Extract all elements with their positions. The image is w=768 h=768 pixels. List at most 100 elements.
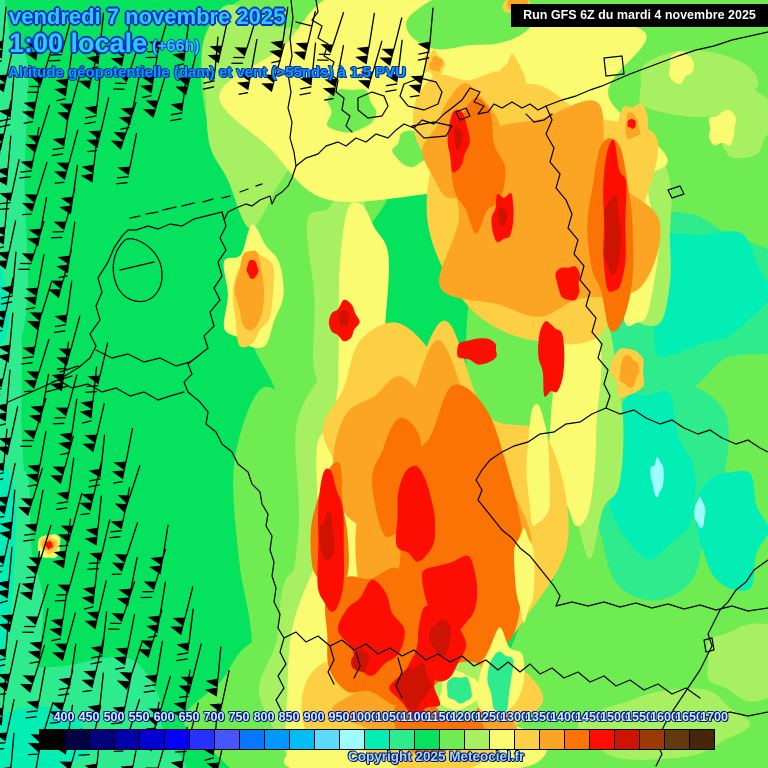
legend-cell — [239, 729, 265, 750]
wind-barb-icon — [0, 463, 16, 519]
wind-barb-icon — [140, 41, 160, 99]
forecast-date: vendredi 7 novembre 2025 — [9, 4, 286, 29]
wind-barb-icon — [21, 312, 42, 365]
wind-barb-icon — [23, 338, 50, 393]
legend-value-label: 650 — [178, 710, 200, 724]
wind-barb-icon — [408, 42, 431, 98]
wind-barb-icon — [79, 460, 103, 516]
wind-barb-icon — [110, 16, 132, 67]
wind-barb-icon — [0, 369, 11, 427]
forecast-offset: (+66h) — [152, 38, 200, 55]
wind-barb-icon — [50, 188, 76, 239]
wind-barb-icon — [202, 36, 219, 90]
wind-barb-icon — [170, 586, 194, 636]
wind-barb-icon — [207, 14, 230, 64]
border-ch-at — [283, 631, 701, 699]
wind-barb-icon — [55, 457, 75, 511]
wind-barb-icon — [261, 43, 285, 93]
legend-cell — [89, 729, 115, 750]
wind-barb-icon — [23, 253, 45, 310]
wind-barb-icon — [19, 550, 41, 601]
wind-barb-icon — [78, 40, 101, 90]
wind-barb-icon — [17, 467, 44, 516]
wind-barb-icon — [140, 548, 167, 599]
legend-cell — [389, 729, 415, 750]
wind-barb-icon — [50, 341, 70, 392]
legend-cell — [639, 729, 665, 750]
wind-barb-icon — [53, 280, 73, 334]
legend-cell — [664, 729, 690, 750]
wind-barb-icon — [0, 345, 11, 397]
legend-value-label: 1350 — [525, 710, 553, 724]
wind-barb-icon — [52, 612, 76, 662]
model-run-info: Run GFS 6Z du mardi 4 novembre 2025 — [511, 4, 768, 27]
wind-barb-icon — [143, 69, 168, 119]
wind-barb-icon — [25, 430, 47, 487]
wind-barb-icon — [85, 342, 109, 393]
legend-cell — [114, 729, 140, 750]
legend-value-label: 550 — [128, 710, 150, 724]
legend-cell — [589, 729, 615, 750]
wind-barb-icon — [0, 43, 15, 93]
legend-value-label: 700 — [203, 710, 225, 724]
legend-value-label: 500 — [103, 710, 125, 724]
wind-barb-icon — [0, 192, 9, 250]
border-nl-de — [183, 211, 227, 393]
copyright-label: Copyright 2025 Meteociel.fr — [348, 749, 525, 764]
legend-cell — [539, 729, 565, 750]
legend-value-label: 850 — [278, 710, 300, 724]
wind-barb-icon — [0, 406, 19, 456]
wind-barb-icon — [293, 11, 316, 61]
wind-barb-icon — [322, 44, 345, 101]
legend-value-label: 400 — [53, 710, 75, 724]
wind-barb-icon — [111, 427, 134, 484]
wind-barb-icon — [0, 6, 7, 64]
border-de-cz — [475, 407, 607, 607]
wind-barb-icon — [0, 220, 17, 270]
border-cz-at — [555, 601, 768, 612]
bornholm-island — [603, 55, 685, 199]
wind-barb-icon — [0, 135, 12, 186]
legend-cell — [164, 729, 190, 750]
legend-value-label: 1100 — [400, 710, 428, 724]
frisian-islands — [129, 183, 263, 219]
legend-cell — [464, 729, 490, 750]
legend-value-label: 1400 — [550, 710, 578, 724]
wind-barb-icon — [80, 132, 98, 183]
wind-barb-icon — [0, 159, 20, 211]
border-be-nl — [95, 349, 199, 367]
wind-barb-icon — [269, 6, 289, 64]
wind-barb-icon — [143, 640, 163, 693]
legend-value-label: 1550 — [625, 710, 653, 724]
wind-barb-icon — [19, 126, 40, 179]
wind-barb-icon — [0, 614, 10, 668]
wind-barb-icon — [0, 522, 13, 574]
wind-barb-icon — [20, 397, 47, 447]
danish-islands — [357, 77, 471, 139]
legend-value-label: 1150 — [425, 710, 453, 724]
wind-barb-icon — [0, 675, 7, 726]
wind-barb-icon — [84, 495, 102, 546]
wind-barb-icon — [21, 161, 48, 216]
map-subtitle: Altitude géopotentielle (dam) et vent (>… — [8, 64, 406, 81]
legend-cell — [489, 729, 515, 750]
legend-value-label: 1300 — [500, 710, 528, 724]
wind-barb-icon — [108, 486, 131, 539]
wind-barb-icon — [355, 12, 375, 70]
wind-barb-icon — [178, 643, 202, 699]
wind-barb-icon — [27, 607, 49, 664]
wind-barb-icon — [0, 546, 13, 604]
legend-value-label: 900 — [303, 710, 325, 724]
wind-barb-icon — [113, 613, 136, 670]
wind-barb-icon — [23, 489, 44, 542]
wind-barb-icon — [52, 374, 78, 425]
legend-value-label: 450 — [78, 710, 100, 724]
wind-barb-icon — [0, 100, 12, 156]
coastlines-and-borders — [7, 0, 768, 767]
forecast-time: 1:00 locale — [9, 28, 148, 58]
legend-value-label: 800 — [253, 710, 275, 724]
wind-barb-icon — [0, 732, 15, 768]
coastline-jutland-east — [295, 0, 353, 133]
